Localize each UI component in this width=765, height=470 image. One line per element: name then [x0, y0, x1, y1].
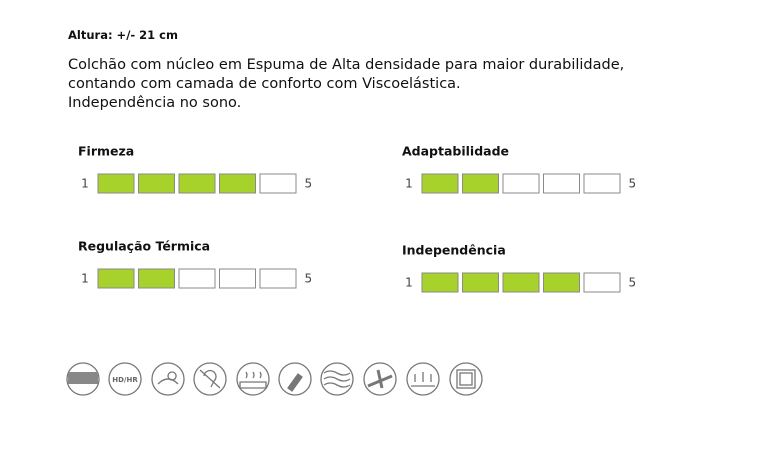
rating-min: 1 — [81, 177, 89, 191]
rating-max: 5 — [629, 276, 637, 290]
rating-box-filled — [138, 268, 175, 289]
icon — [66, 362, 100, 396]
rating-min: 1 — [405, 177, 413, 191]
icon — [108, 362, 142, 396]
icon-glyph — [157, 371, 179, 385]
rating-box-filled — [97, 268, 135, 289]
rating-box-empty — [259, 268, 297, 289]
rating-box-filled — [421, 272, 459, 293]
rating-box-empty — [219, 268, 256, 289]
icon — [193, 362, 227, 396]
icon-glyph — [287, 373, 303, 392]
rating-box-empty — [583, 173, 621, 194]
rating-label: Firmeza — [78, 144, 134, 159]
icon-glyph — [323, 370, 351, 388]
icon — [363, 362, 397, 396]
icon-glyph — [199, 369, 221, 389]
rating-box-empty — [502, 173, 540, 194]
rating-box-filled — [462, 272, 499, 293]
rating-max: 5 — [305, 177, 313, 191]
icon-glyph — [459, 372, 473, 386]
icon — [278, 362, 312, 396]
icon — [406, 362, 440, 396]
rating-max: 5 — [305, 272, 313, 286]
description-line: Independência no sono. — [68, 95, 242, 111]
description-line: Colchão com núcleo em Espuma de Alta den… — [68, 57, 625, 73]
rating-box-empty — [259, 173, 297, 194]
icon-glyph — [456, 369, 476, 389]
rating-box-filled — [421, 173, 459, 194]
rating-max: 5 — [629, 177, 637, 191]
rating-min: 1 — [405, 276, 413, 290]
rating-label: Independência — [402, 243, 506, 258]
icon — [236, 362, 270, 396]
height-title: Altura: +/- 21 cm — [68, 28, 178, 42]
rating-box-filled — [138, 173, 175, 194]
icon-glyph — [367, 369, 393, 389]
rating-label: Regulação Térmica — [78, 239, 210, 254]
rating-box-empty — [543, 173, 580, 194]
rating-box-empty — [178, 268, 216, 289]
icon-text: HD/HR — [112, 376, 138, 384]
icon-glyph — [239, 371, 267, 389]
rating-box-empty — [583, 272, 621, 293]
rating-min: 1 — [81, 272, 89, 286]
rating-box-filled — [219, 173, 256, 194]
feature-icons: HD/HR — [66, 362, 483, 396]
description-line: contando com camada de conforto com Visc… — [68, 76, 461, 92]
icon — [449, 362, 483, 396]
rating-box-filled — [502, 272, 540, 293]
rating-box-filled — [178, 173, 216, 194]
rating-label: Adaptabilidade — [402, 144, 509, 159]
icon — [320, 362, 354, 396]
icon-glyph — [411, 372, 435, 387]
description: Colchão com núcleo em Espuma de Alta den… — [68, 56, 624, 113]
icon-glyph — [68, 372, 98, 384]
rating-box-filled — [97, 173, 135, 194]
rating-box-filled — [543, 272, 580, 293]
icon — [151, 362, 185, 396]
rating-box-filled — [462, 173, 499, 194]
